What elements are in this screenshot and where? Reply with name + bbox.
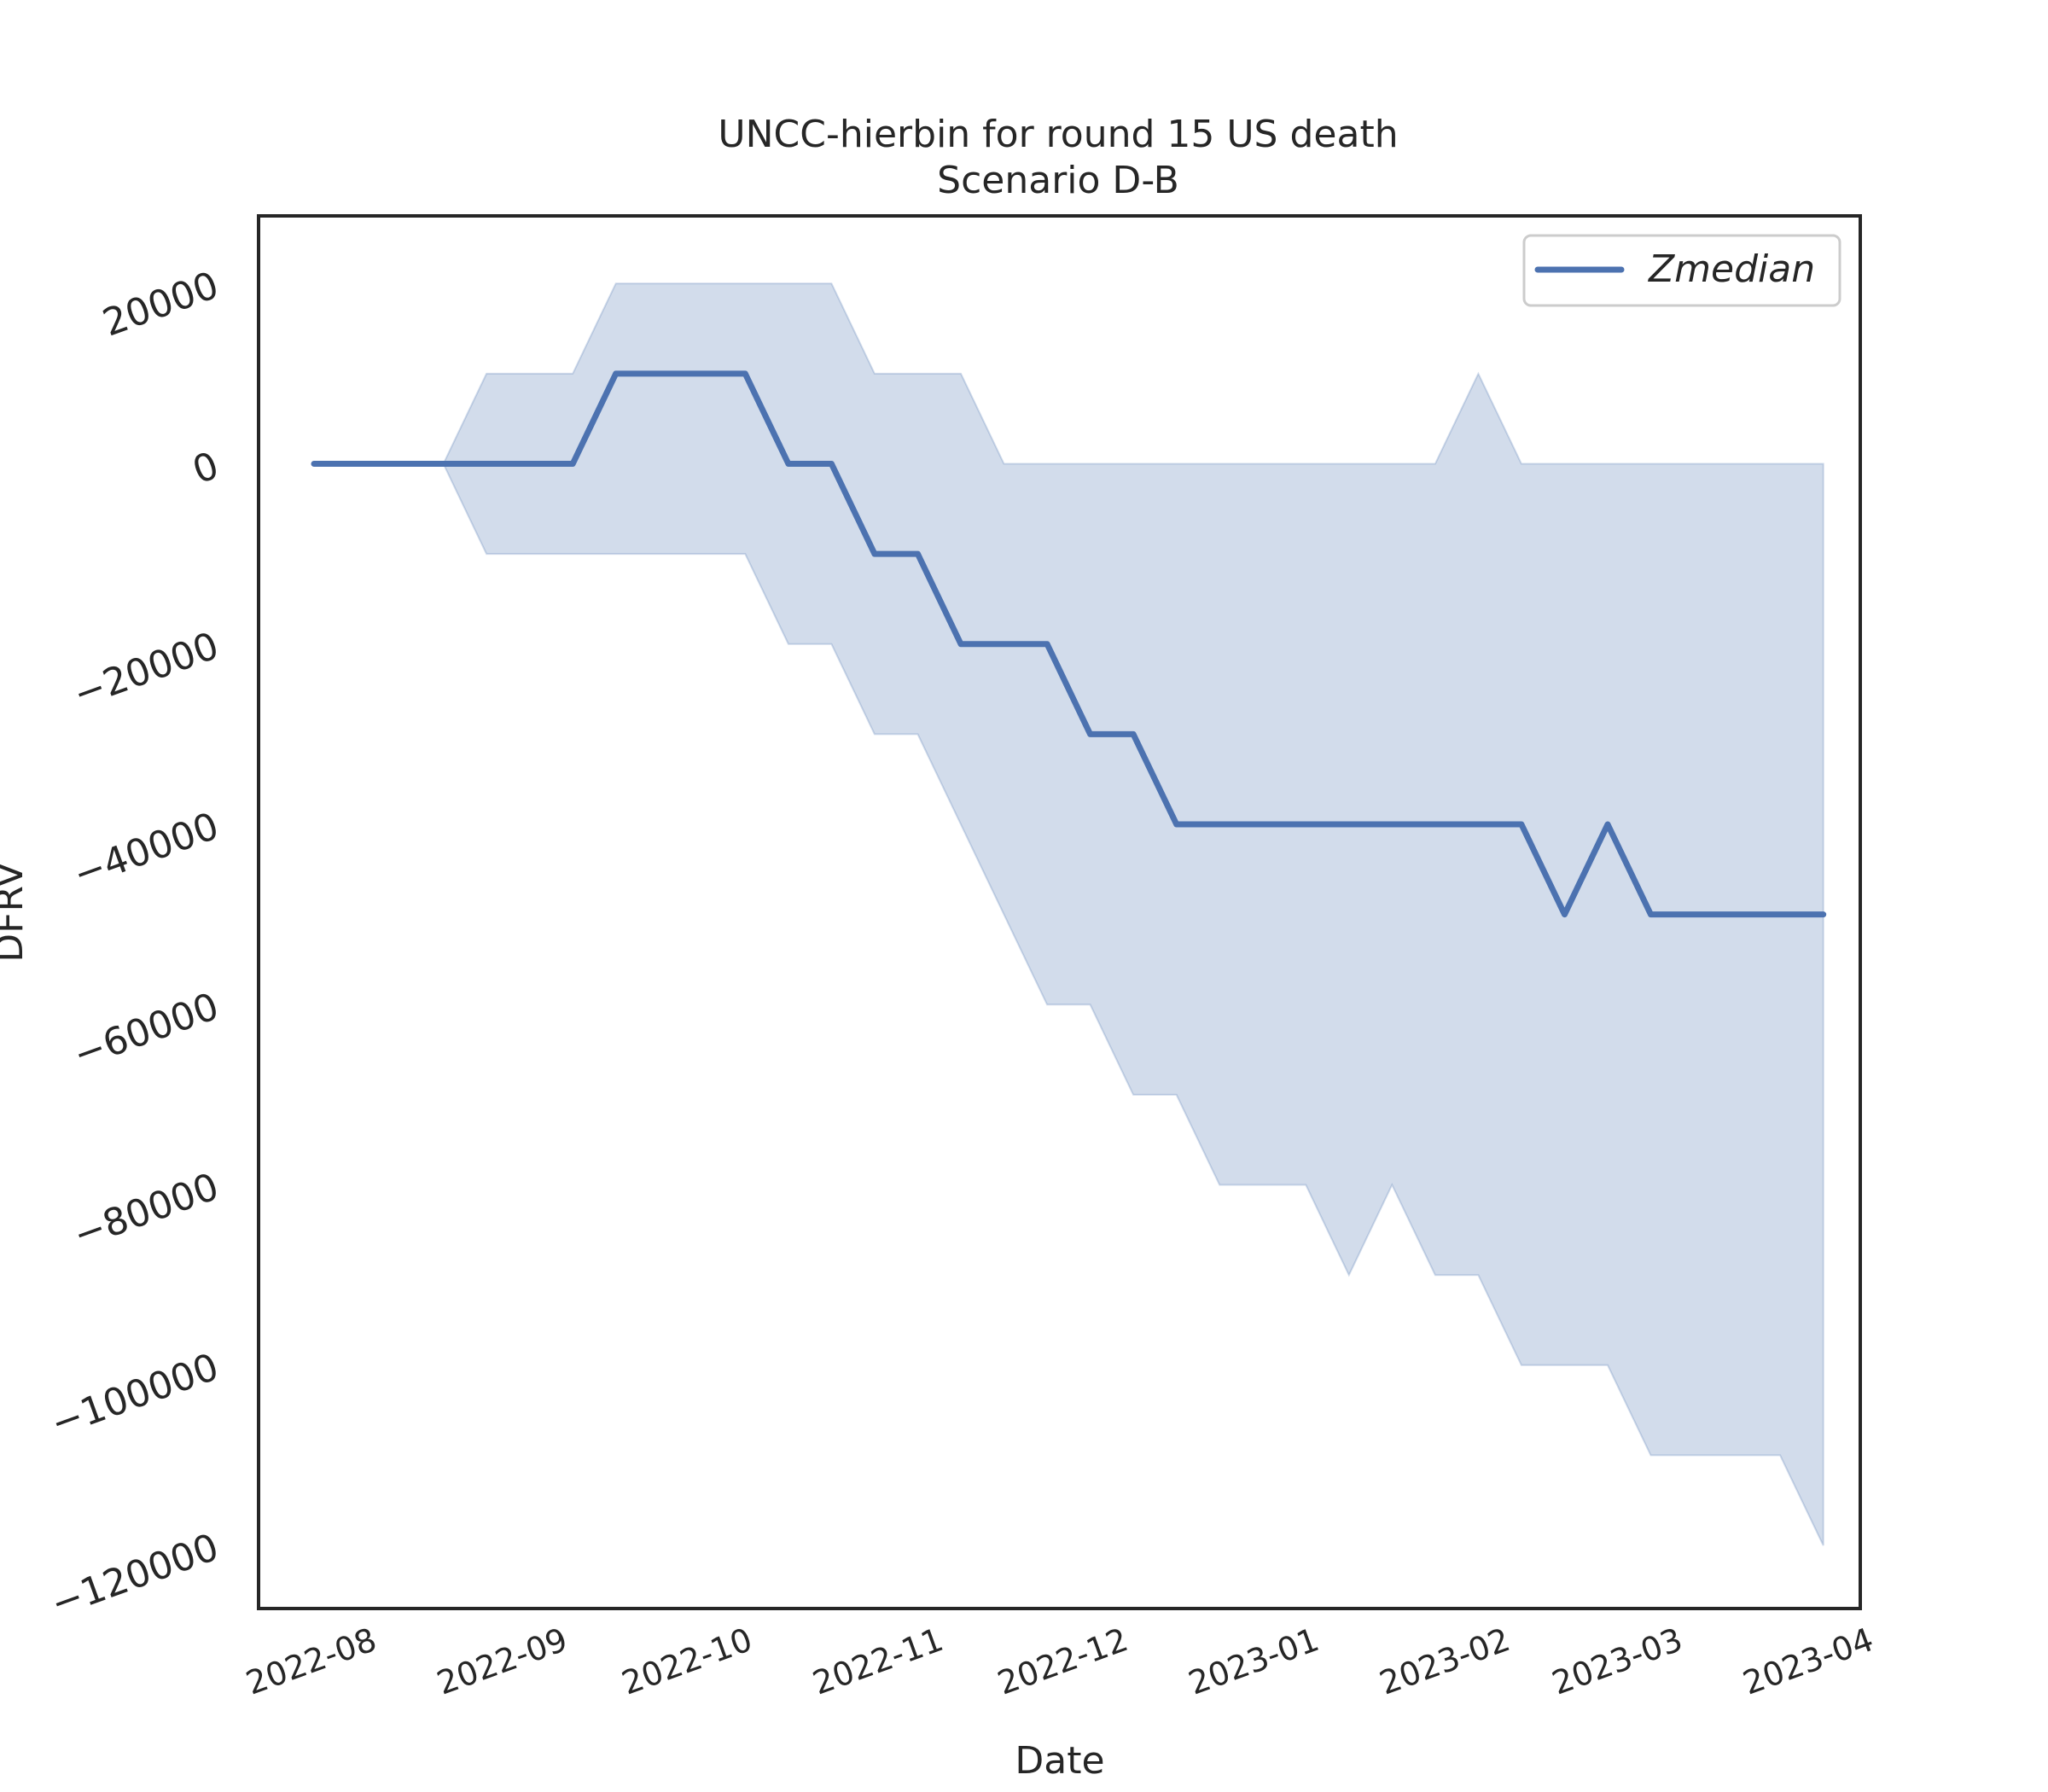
x-tick-label: 2023-03 bbox=[1547, 1620, 1687, 1702]
x-tick-label: 2023-01 bbox=[1184, 1620, 1324, 1702]
series-line-zmedian bbox=[311, 370, 1827, 918]
y-axis-ticks: 20000 0 −20000 −40000 −60000 −80000 −100000 −12… bbox=[45, 264, 224, 1626]
legend-box bbox=[1522, 234, 1841, 307]
legend-label-zmedian: Zmedian bbox=[1648, 247, 1815, 291]
legend: Zmedian bbox=[1522, 234, 1841, 307]
x-tick-label: 2022-08 bbox=[241, 1620, 381, 1702]
y-tick-label: −120000 bbox=[45, 1526, 224, 1626]
x-tick-label: 2022-12 bbox=[992, 1620, 1132, 1702]
x-tick-label: 2023-02 bbox=[1375, 1620, 1515, 1702]
y-tick-label: 20000 bbox=[97, 264, 224, 346]
x-tick-label: 2022-10 bbox=[617, 1620, 757, 1702]
y-tick-label: −80000 bbox=[67, 1165, 224, 1257]
chart-title: UNCC-hierbin for round 15 US death bbox=[718, 113, 1398, 156]
y-tick-label: −60000 bbox=[67, 985, 224, 1077]
y-tick-label: −40000 bbox=[67, 805, 224, 897]
axes-frame bbox=[257, 214, 1862, 1610]
y-tick-label: 0 bbox=[187, 444, 224, 493]
uncertainty-band bbox=[314, 282, 1824, 1546]
y-tick-label: −20000 bbox=[67, 624, 224, 716]
y-axis-label: DFRV bbox=[0, 862, 32, 962]
x-axis-ticks: 2022-08 2022-09 2022-10 2022-11 2022-12 2023-… bbox=[241, 1620, 1879, 1702]
chart-subtitle: Scenario D-B bbox=[937, 159, 1179, 202]
plot-area bbox=[311, 282, 1827, 1546]
y-tick-label: −100000 bbox=[45, 1345, 224, 1446]
x-tick-label: 2023-04 bbox=[1738, 1620, 1878, 1702]
x-tick-label: 2022-11 bbox=[808, 1620, 948, 1702]
x-tick-label: 2022-09 bbox=[432, 1620, 572, 1702]
x-axis-label: Date bbox=[1015, 1739, 1104, 1783]
